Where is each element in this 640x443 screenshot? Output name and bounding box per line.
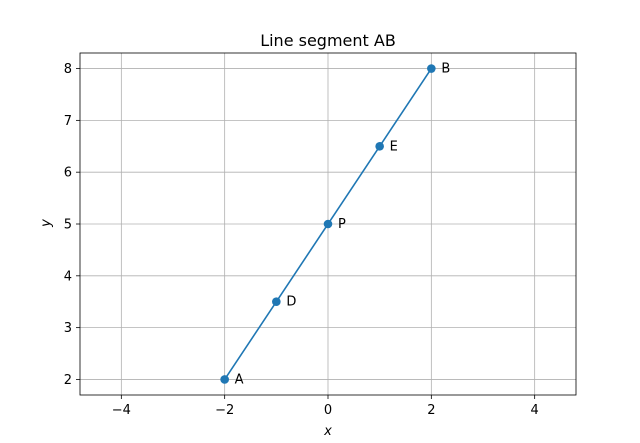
data-point-P (323, 219, 333, 229)
axes: −4 −2 0 2 4 2 3 4 5 6 7 8 (64, 52, 577, 418)
x-tick-label: 2 (427, 403, 435, 418)
y-tick-label: 7 (64, 114, 72, 129)
x-tick-label: 4 (531, 403, 539, 418)
data-point-A (220, 375, 229, 384)
y-tick-label: 5 (64, 218, 72, 233)
x-axis-label: x (323, 424, 332, 439)
point-label-A: A (235, 372, 244, 387)
y-axis-label: y (39, 219, 54, 228)
y-tick-label: 3 (64, 321, 72, 336)
x-tick-label: −4 (112, 403, 131, 418)
chart-title: Line segment AB (260, 31, 396, 50)
data-point-E (375, 141, 384, 151)
y-tick-label: 8 (64, 62, 72, 77)
y-tick-label: 4 (64, 269, 72, 284)
y-tick-label: 6 (64, 166, 72, 181)
data-point-D (272, 297, 281, 307)
y-tick-label: 2 (64, 373, 72, 388)
data-points: A D P E B (220, 62, 450, 387)
point-label-B: B (441, 62, 450, 77)
point-label-D: D (286, 295, 296, 310)
point-label-P: P (338, 217, 346, 232)
point-label-E: E (390, 139, 398, 154)
data-point-B (427, 64, 436, 73)
x-tick-label: 0 (324, 403, 332, 418)
x-tick-label: −2 (215, 403, 234, 418)
